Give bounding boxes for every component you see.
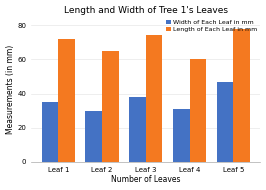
Bar xyxy=(173,109,190,162)
Bar xyxy=(217,82,233,162)
Title: Length and Width of Tree 1's Leaves: Length and Width of Tree 1's Leaves xyxy=(64,6,228,15)
Legend: Width of Each Leaf in mm, Length of Each Leaf in mm: Width of Each Leaf in mm, Length of Each… xyxy=(165,19,259,33)
Bar xyxy=(85,111,102,162)
Bar xyxy=(41,102,58,162)
X-axis label: Number of Leaves: Number of Leaves xyxy=(111,175,181,184)
Bar xyxy=(146,36,163,162)
Bar xyxy=(102,51,119,162)
Bar xyxy=(129,97,146,162)
Bar xyxy=(233,29,250,162)
Bar xyxy=(58,39,75,162)
Y-axis label: Measurements (in mm): Measurements (in mm) xyxy=(6,45,15,134)
Bar xyxy=(190,59,206,162)
